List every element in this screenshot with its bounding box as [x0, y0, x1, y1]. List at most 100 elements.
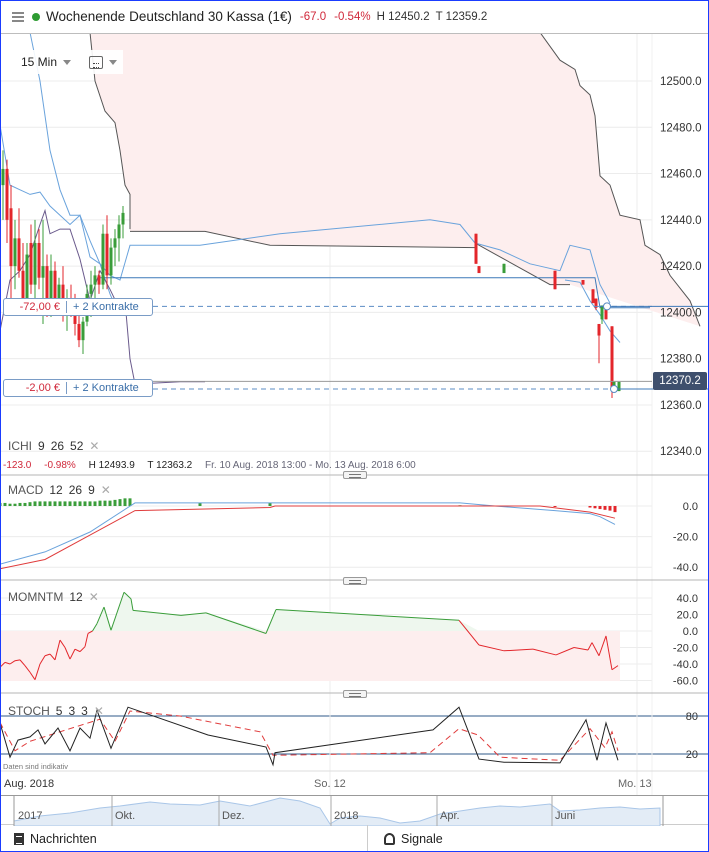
- candle-body: [21, 270, 25, 301]
- momentum-segment: [96, 606, 105, 624]
- y-tick-label: 80: [686, 711, 698, 723]
- y-tick-label: -20.0: [673, 532, 698, 544]
- hamburger-menu-icon[interactable]: [12, 11, 24, 22]
- period-change-pct: -0.98%: [44, 460, 76, 471]
- y-tick-label: 12380.0: [660, 354, 702, 366]
- news-tab[interactable]: Nachrichten: [0, 825, 368, 852]
- panel-resize-handle[interactable]: [343, 471, 367, 479]
- macd-histogram-bar: [553, 506, 557, 507]
- y-tick-label: 0.0: [683, 626, 698, 638]
- close-icon[interactable]: ✕: [93, 704, 104, 718]
- candle-body: [81, 321, 85, 341]
- momentum-segment: [84, 633, 89, 647]
- momentum-segment: [123, 591, 132, 600]
- candle-body: [9, 208, 13, 267]
- close-icon[interactable]: ✕: [88, 590, 99, 604]
- candle-body: [600, 305, 604, 320]
- y-tick-label: 0.0: [683, 501, 698, 513]
- momentum-segment: [87, 630, 93, 634]
- momentum-segment: [503, 648, 534, 652]
- momentum-segment: [180, 612, 207, 616]
- order-marker: [610, 384, 618, 393]
- param: 52: [70, 439, 84, 453]
- chart-toolbar: 15 Min: [15, 50, 124, 74]
- time-tick: Mo. 13: [618, 778, 652, 790]
- momentum-segment: [59, 639, 66, 648]
- candle-body: [29, 242, 33, 285]
- y-tick-label: -20.0: [673, 643, 698, 655]
- close-icon[interactable]: ✕: [100, 483, 111, 497]
- param: 26: [50, 439, 65, 453]
- macd-histogram-bar: [33, 501, 37, 506]
- disclaimer: Daten sind indikativ: [3, 762, 69, 771]
- macd-histogram-bar: [608, 506, 612, 511]
- candle-body: [5, 168, 9, 220]
- interval-dropdown[interactable]: 15 Min: [21, 55, 58, 69]
- chevron-down-icon[interactable]: [109, 59, 118, 65]
- macd-histogram-bar: [108, 500, 112, 506]
- momentum-segment: [132, 609, 182, 616]
- close-icon[interactable]: ✕: [89, 439, 100, 453]
- navigator[interactable]: 2017 Okt. Dez. 2018 Apr. Juni: [0, 795, 709, 826]
- candle-body: [73, 312, 77, 324]
- day-low: T 12359.2: [435, 10, 488, 23]
- y-tick-label: 12500.0: [660, 76, 702, 88]
- candle-body: [17, 238, 21, 271]
- y-tick-label: 20.0: [677, 610, 698, 622]
- candle-body: [610, 326, 614, 392]
- market-status-dot-icon: [32, 12, 40, 21]
- momentum-segment: [44, 653, 51, 657]
- calendar-icon[interactable]: [89, 55, 104, 69]
- chart-canvas[interactable]: 12340.012360.012380.012400.012420.012440…: [0, 34, 709, 795]
- macd-histogram-bar: [593, 506, 597, 509]
- macd-histogram-bar: [58, 501, 62, 506]
- macd-histogram-bar: [103, 500, 107, 506]
- candle-body: [474, 233, 478, 264]
- candle-body: [77, 323, 81, 341]
- macd-histogram-bar: [198, 502, 202, 506]
- y-tick-label: -60.0: [673, 676, 698, 688]
- chevron-down-icon[interactable]: [63, 59, 72, 65]
- order-tag[interactable]: -2,00 € + 2 Kontrakte: [3, 379, 153, 397]
- price-change: -67.0: [299, 10, 327, 23]
- param: 26: [68, 483, 83, 497]
- newspaper-icon: [14, 832, 24, 845]
- momentum-segment: [110, 592, 125, 631]
- macd-histogram-bar: [83, 501, 87, 506]
- blue-line: [29, 34, 116, 306]
- macd-histogram-bar: [3, 502, 7, 506]
- momentum-segment: [103, 606, 112, 631]
- momentum-segment: [555, 647, 575, 656]
- panel-resize-handle[interactable]: [343, 690, 367, 698]
- stoch-k-line: [0, 706, 619, 767]
- candle-body: [97, 275, 101, 285]
- price-panel: [0, 34, 709, 399]
- kijun-line: [100, 277, 650, 309]
- momentum-segment: [49, 653, 56, 661]
- candle-body: [121, 212, 125, 225]
- order-tag[interactable]: -72,00 € + 2 Kontrakte: [3, 298, 153, 316]
- candle-body: [33, 242, 37, 285]
- candle-body: [594, 298, 598, 308]
- candle-body: [477, 266, 481, 274]
- panel-resize-handle[interactable]: [343, 577, 367, 585]
- macd-line: [0, 502, 616, 565]
- nav-label: Apr.: [440, 810, 460, 822]
- macd-histogram-bar: [53, 501, 57, 506]
- momentum-segment: [205, 612, 267, 634]
- day-high: H 12450.2: [376, 10, 430, 23]
- nav-label: 2017: [18, 810, 43, 822]
- y-tick-label: 12400.0: [660, 307, 702, 319]
- candle-body: [553, 270, 557, 290]
- signals-tab[interactable]: Signale: [368, 825, 443, 852]
- instrument-title: Wochenende Deutschland 30 Kassa (1€): [46, 9, 292, 24]
- last-price-label: 12370.2: [653, 372, 707, 390]
- y-tick-label: 20: [686, 749, 698, 761]
- param: 9: [88, 483, 95, 497]
- indicator-name: MACD: [8, 483, 44, 497]
- momentum-segment: [29, 671, 36, 680]
- macd-histogram-bar: [78, 501, 82, 506]
- macd-histogram-bar: [73, 501, 77, 506]
- candle-body: [117, 224, 121, 239]
- momentum-negative-fill: [0, 631, 620, 681]
